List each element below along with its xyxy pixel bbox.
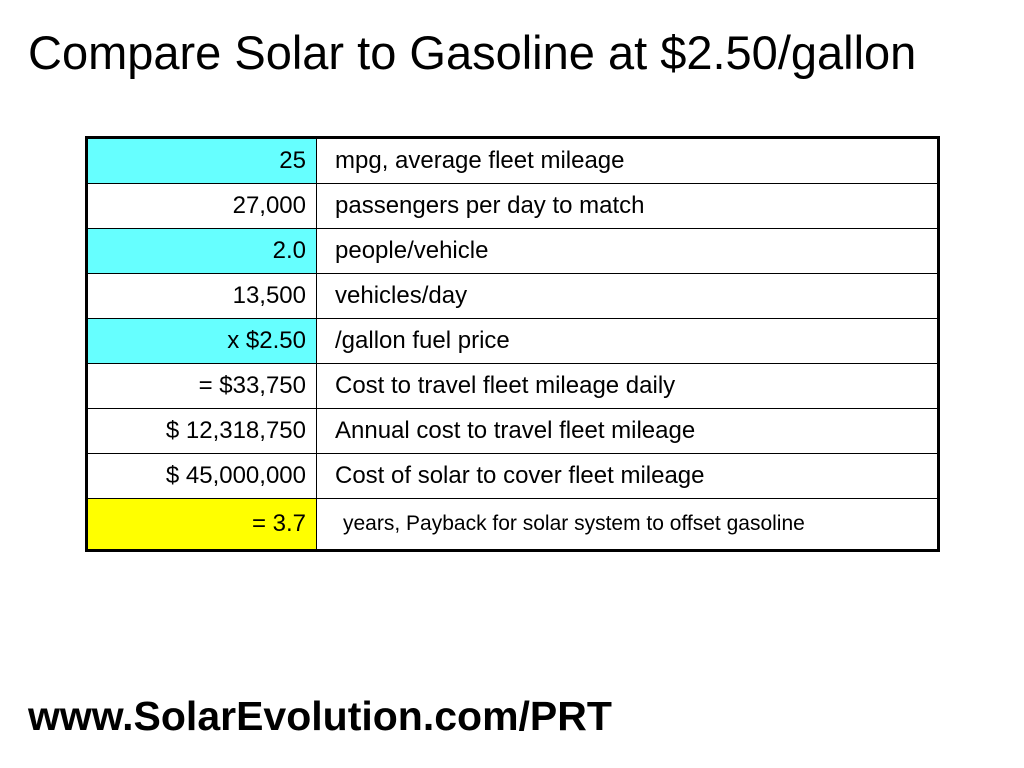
row-value: 25 <box>86 137 317 184</box>
row-description: passengers per day to match <box>316 183 939 229</box>
payback-result-row: = 3.7 years, Payback for solar system to… <box>86 498 939 551</box>
table-row: 13,500 vehicles/day <box>86 273 939 319</box>
table-row: $ 12,318,750 Annual cost to travel fleet… <box>86 408 939 454</box>
payback-years-value: = 3.7 <box>86 498 317 551</box>
row-value: = $33,750 <box>86 363 317 409</box>
row-value: 13,500 <box>86 273 317 319</box>
table-row: 25 mpg, average fleet mileage <box>86 137 939 184</box>
row-value: 2.0 <box>86 228 317 274</box>
row-description: Cost of solar to cover fleet mileage <box>316 453 939 499</box>
row-value: $ 45,000,000 <box>86 453 317 499</box>
row-value: x $2.50 <box>86 318 317 364</box>
row-description: vehicles/day <box>316 273 939 319</box>
payback-description: years, Payback for solar system to offse… <box>316 498 939 551</box>
row-description: /gallon fuel price <box>316 318 939 364</box>
row-description: Cost to travel fleet mileage daily <box>316 363 939 409</box>
table-row: 27,000 passengers per day to match <box>86 183 939 229</box>
row-description: mpg, average fleet mileage <box>316 137 939 184</box>
payback-calculation-table: 25 mpg, average fleet mileage 27,000 pas… <box>85 136 940 552</box>
row-value: $ 12,318,750 <box>86 408 317 454</box>
row-value: 27,000 <box>86 183 317 229</box>
website-url: www.SolarEvolution.com/PRT <box>28 693 612 739</box>
table-row: x $2.50 /gallon fuel price <box>86 318 939 364</box>
table-row: $ 45,000,000 Cost of solar to cover flee… <box>86 453 939 499</box>
table-row: = $33,750 Cost to travel fleet mileage d… <box>86 363 939 409</box>
row-description: people/vehicle <box>316 228 939 274</box>
table-row: 2.0 people/vehicle <box>86 228 939 274</box>
slide-title: Compare Solar to Gasoline at $2.50/gallo… <box>28 26 917 79</box>
row-description: Annual cost to travel fleet mileage <box>316 408 939 454</box>
